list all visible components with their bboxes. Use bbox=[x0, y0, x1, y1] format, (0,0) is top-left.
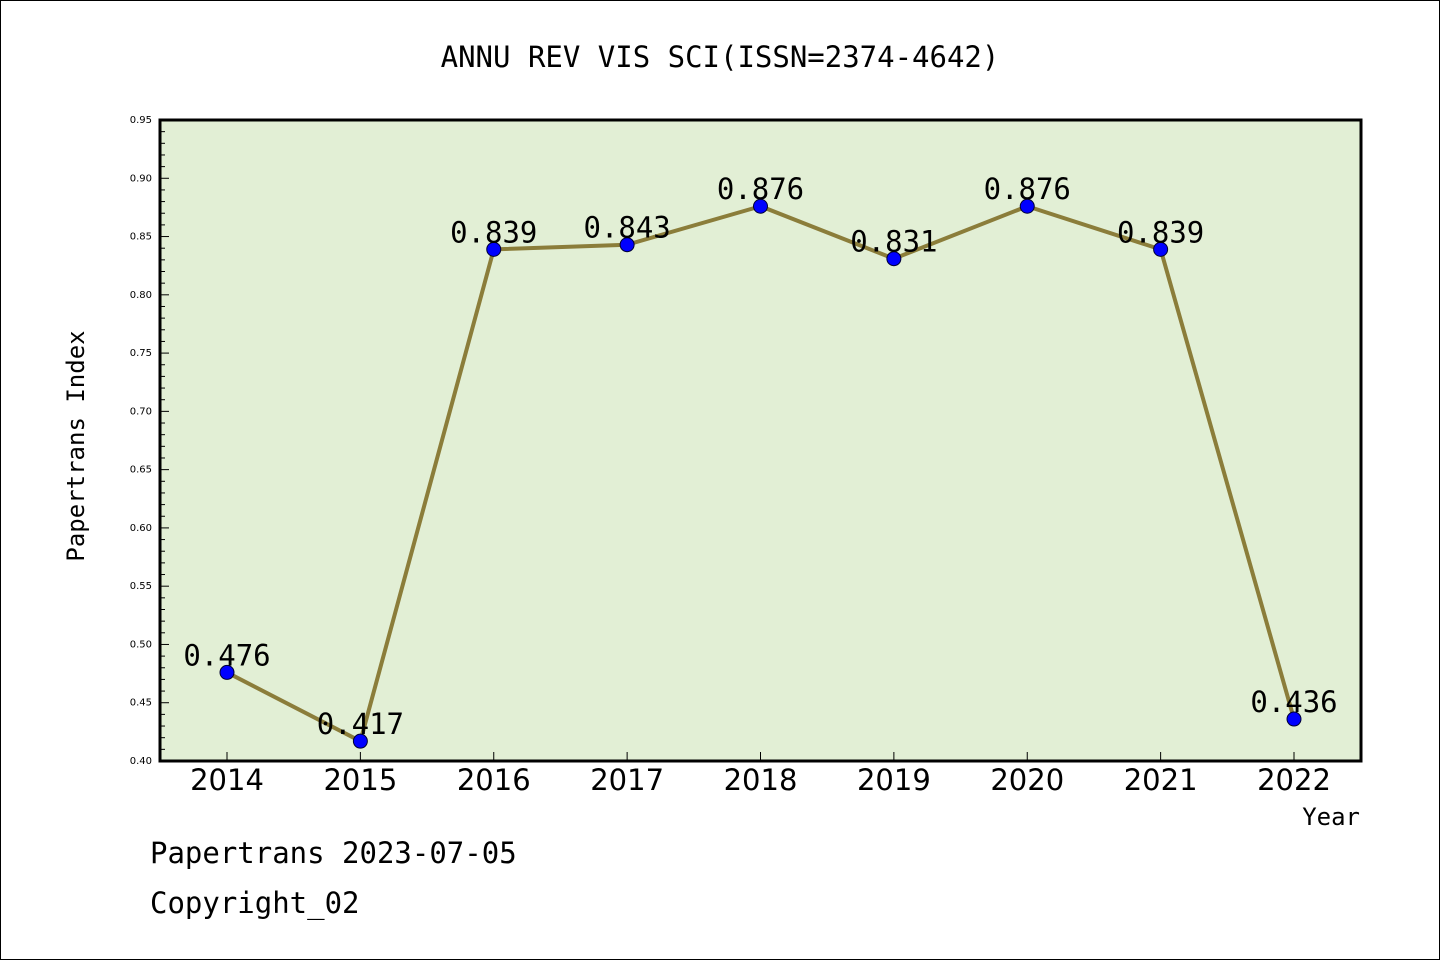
x-axis-ticks: 2014 2015 2016 2017 2018 2019 2020 2021 2022 bbox=[190, 752, 1331, 797]
x-tick-label: 2015 bbox=[323, 763, 397, 797]
y-tick-label: 0.90 bbox=[130, 173, 152, 184]
x-tick-label: 2018 bbox=[724, 763, 798, 797]
data-label: 0.843 bbox=[583, 211, 670, 245]
y-tick-label: 0.45 bbox=[130, 698, 152, 709]
data-point bbox=[753, 198, 768, 214]
data-label: 0.876 bbox=[984, 172, 1071, 206]
data-label: 0.436 bbox=[1250, 685, 1337, 719]
data-label: 0.876 bbox=[717, 172, 804, 206]
y-tick-label: 0.75 bbox=[130, 348, 152, 359]
plot-area bbox=[158, 118, 1363, 763]
y-tick-label: 0.60 bbox=[130, 523, 152, 534]
data-markers bbox=[219, 198, 1302, 749]
data-point bbox=[1019, 198, 1035, 214]
footer-copyright: Copyright_02 bbox=[150, 886, 360, 920]
data-label: 0.839 bbox=[450, 215, 537, 249]
data-label: 0.839 bbox=[1117, 215, 1204, 249]
y-tick-label: 0.40 bbox=[130, 756, 152, 767]
y-tick-label: 0.50 bbox=[130, 639, 152, 650]
data-labels: 0.476 0.417 0.839 0.843 0.876 0.831 0.876 0.839… bbox=[183, 172, 1337, 741]
y-tick-label: 0.70 bbox=[130, 406, 152, 417]
x-axis-label: Year bbox=[1302, 803, 1360, 831]
y-tick-label: 0.95 bbox=[130, 115, 152, 126]
data-point bbox=[219, 664, 235, 680]
footer-date: Papertrans 2023-07-05 bbox=[150, 836, 517, 870]
data-label: 0.476 bbox=[183, 638, 270, 672]
x-tick-label: 2016 bbox=[457, 763, 531, 797]
x-tick-label: 2022 bbox=[1257, 763, 1331, 797]
data-point bbox=[886, 251, 902, 267]
y-tick-label: 0.80 bbox=[130, 290, 152, 301]
data-label: 0.831 bbox=[850, 225, 937, 259]
data-point bbox=[1153, 241, 1169, 257]
chart-title: ANNU REV VIS SCI(ISSN=2374-4642) bbox=[441, 40, 1000, 74]
x-tick-label: 2020 bbox=[990, 763, 1064, 797]
y-tick-label: 0.55 bbox=[130, 581, 152, 592]
y-axis-label: Papertrans Index bbox=[62, 330, 90, 561]
y-tick-label: 0.65 bbox=[130, 465, 152, 476]
data-point bbox=[352, 733, 368, 749]
data-point bbox=[1286, 711, 1302, 727]
x-tick-label: 2017 bbox=[590, 763, 664, 797]
y-axis-ticks: 0.40 0.45 0.50 0.55 0.60 0.65 0.70 0.75 0.80 0.85… bbox=[130, 115, 169, 767]
data-point bbox=[486, 241, 502, 257]
y-tick-label: 0.85 bbox=[130, 232, 152, 243]
x-tick-label: 2021 bbox=[1124, 763, 1198, 797]
x-tick-label: 2014 bbox=[190, 763, 264, 797]
data-label: 0.417 bbox=[317, 707, 404, 741]
x-tick-label: 2019 bbox=[857, 763, 931, 797]
data-point bbox=[619, 237, 635, 253]
